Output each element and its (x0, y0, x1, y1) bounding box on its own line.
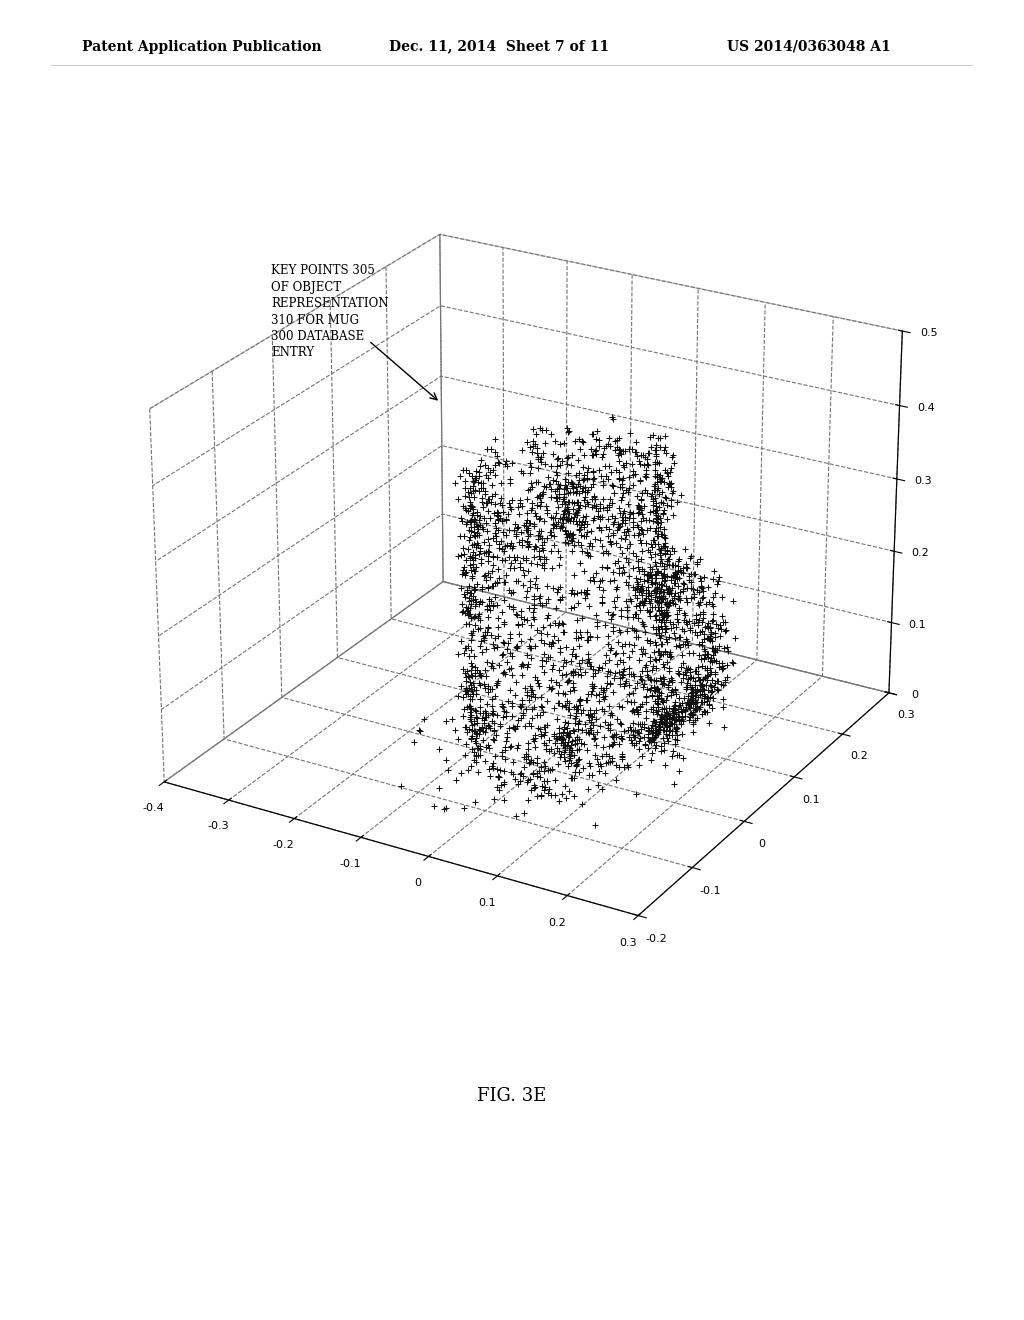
Text: KEY POINTS 305
OF OBJECT
REPRESENTATION
310 FOR MUG
300 DATABASE
ENTRY: KEY POINTS 305 OF OBJECT REPRESENTATION … (271, 264, 389, 359)
Text: FIG. 3E: FIG. 3E (477, 1086, 547, 1105)
Text: Dec. 11, 2014  Sheet 7 of 11: Dec. 11, 2014 Sheet 7 of 11 (389, 40, 609, 54)
Text: US 2014/0363048 A1: US 2014/0363048 A1 (727, 40, 891, 54)
Text: Patent Application Publication: Patent Application Publication (82, 40, 322, 54)
